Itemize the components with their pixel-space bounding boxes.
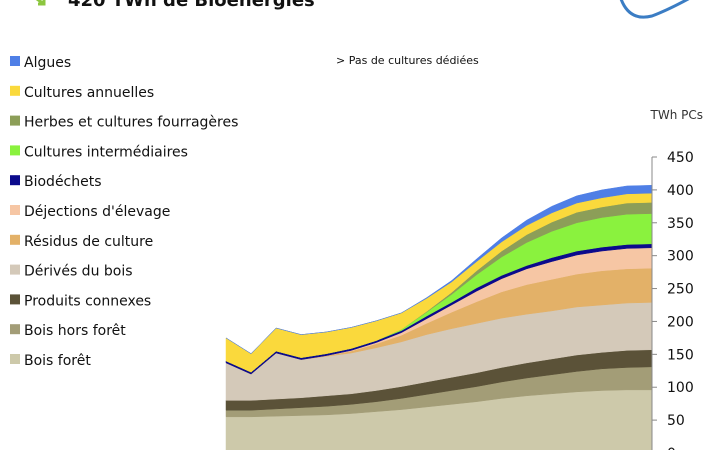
legend-swatch xyxy=(10,115,20,126)
y-tick-label: 150 xyxy=(667,347,694,363)
legend-swatch xyxy=(10,354,20,364)
legend-label: Déjections d'élevage xyxy=(24,204,170,220)
legend-label: Herbes et cultures fourragères xyxy=(24,115,238,131)
y-tick-label: 400 xyxy=(667,183,694,199)
legend-label: Bois forêt xyxy=(24,353,91,369)
legend-swatch xyxy=(10,234,20,245)
y-tick-label: 450 xyxy=(667,150,694,166)
legend-label: Cultures annuelles xyxy=(24,85,154,101)
legend-swatch xyxy=(10,175,20,186)
y-tick-label: 250 xyxy=(667,282,694,298)
legend-swatch xyxy=(10,56,20,66)
y-tick-label: 300 xyxy=(667,249,694,265)
legend-swatch xyxy=(10,324,20,335)
chart-title: 420 TWh de Bioénergies xyxy=(68,0,315,11)
legend-swatch xyxy=(10,294,20,305)
annotation: > Pas de cultures dédiées xyxy=(336,54,479,67)
legend-label: Cultures intermédiaires xyxy=(24,144,188,160)
legend-label: Résidus de culture xyxy=(24,234,153,250)
legend-label: Biodéchets xyxy=(24,174,102,190)
legend-swatch xyxy=(10,85,20,96)
y-axis-label: TWh PCs xyxy=(650,108,703,122)
y-tick-label: 200 xyxy=(667,314,694,330)
legend-label: Produits connexes xyxy=(24,293,151,309)
legend-swatch xyxy=(10,145,20,156)
legend-label: Algues xyxy=(24,55,71,71)
legend-label: Bois hors forêt xyxy=(24,323,126,339)
logo xyxy=(619,0,690,19)
legend-swatch xyxy=(10,264,20,275)
y-tick-label: 350 xyxy=(667,216,694,232)
arrow-icon xyxy=(35,0,46,6)
y-tick-label: 50 xyxy=(667,413,685,429)
y-tick-label: 0 xyxy=(667,446,676,450)
legend-label: Dérivés du bois xyxy=(24,264,133,280)
y-tick-label: 100 xyxy=(667,380,694,396)
legend-swatch xyxy=(10,205,20,215)
